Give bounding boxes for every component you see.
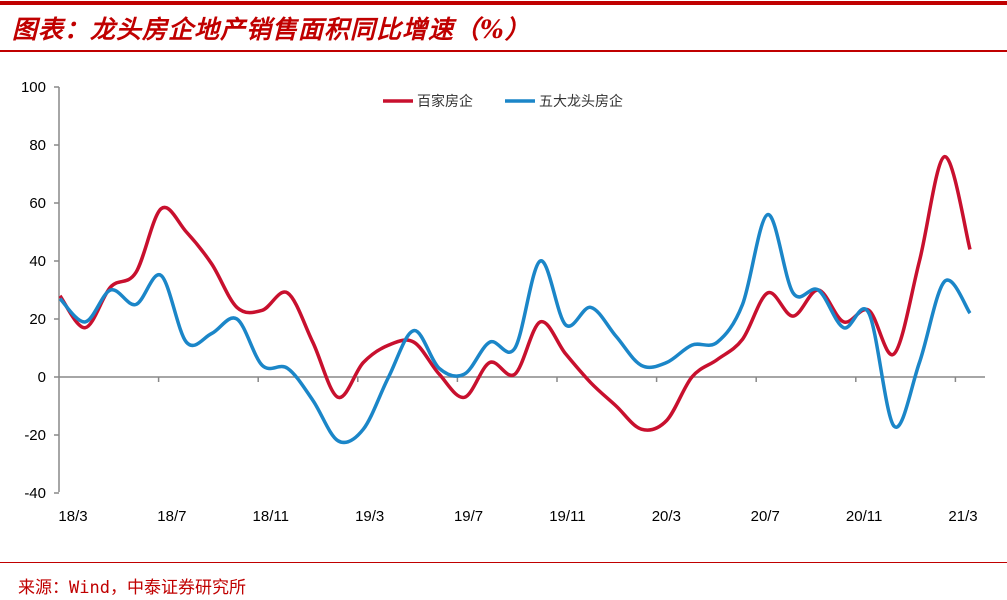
y-tick-label: 80 — [29, 137, 46, 154]
y-tick-label: -40 — [24, 485, 46, 502]
x-tick-label: 21/3 — [948, 508, 977, 525]
y-tick-label: -20 — [24, 427, 46, 444]
series-line-top5 — [58, 212, 972, 445]
x-tick-label: 19/3 — [355, 508, 384, 525]
series-lines — [58, 154, 972, 445]
x-tick-label: 19/11 — [549, 508, 585, 525]
y-tick-label: 100 — [21, 79, 46, 96]
legend-label: 百家房企 — [417, 93, 473, 110]
top-rule — [0, 1, 1007, 5]
x-tick-label: 18/11 — [253, 508, 289, 525]
y-tick-label: 40 — [29, 253, 46, 270]
y-tick-label: 60 — [29, 195, 46, 212]
x-tick-label: 18/3 — [58, 508, 87, 525]
axes: 100 80 60 40 20 0 -20 -40 18/3 18/7 18/11 19/3 19/7 1… — [21, 79, 985, 525]
footer-rule — [0, 562, 1007, 563]
y-tick-label: 20 — [29, 311, 46, 328]
x-tick-label: 20/3 — [652, 508, 681, 525]
x-tick-label: 20/11 — [846, 508, 882, 525]
source-note: 来源：Wind，中泰证券研究所 — [18, 578, 246, 598]
x-tick-label: 18/7 — [157, 508, 186, 525]
legend-label: 五大龙头房企 — [539, 93, 623, 110]
legend: 百家房企 五大龙头房企 — [383, 93, 623, 110]
x-tick-label: 20/7 — [751, 508, 780, 525]
title-rule — [0, 50, 1007, 52]
y-tick-label: 0 — [38, 369, 46, 386]
series-line-top100 — [58, 154, 972, 432]
x-tick-label: 19/7 — [454, 508, 483, 525]
line-chart: 100 80 60 40 20 0 -20 -40 18/3 18/7 18/11 19/3 19/7 1… — [21, 79, 985, 525]
chart-title: 图表：龙头房企地产销售面积同比增速（%） — [12, 15, 531, 44]
